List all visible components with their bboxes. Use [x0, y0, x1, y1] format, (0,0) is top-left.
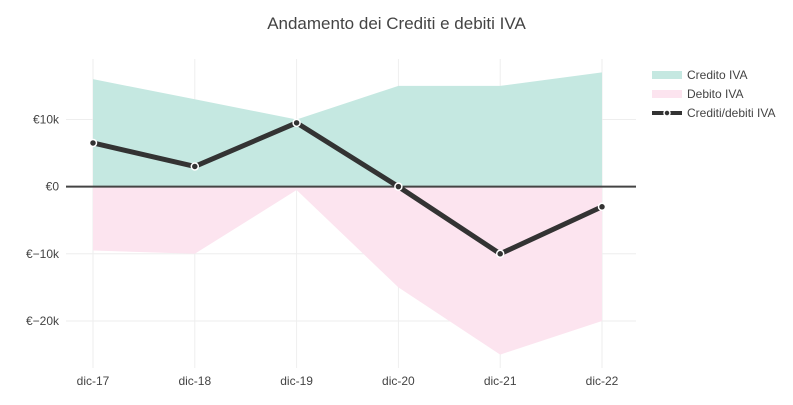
- series-line: [90, 120, 605, 257]
- legend-marker: [663, 109, 671, 117]
- chart-title: Andamento dei Crediti e debiti IVA: [267, 14, 526, 33]
- area-credito-iva: [93, 72, 602, 187]
- y-tick-label: €−20k: [26, 314, 60, 328]
- legend-swatch: [652, 90, 682, 98]
- legend-label: Credito IVA: [687, 68, 747, 82]
- legend-item[interactable]: Credito IVA: [652, 68, 747, 82]
- legend-item[interactable]: Debito IVA: [652, 87, 743, 101]
- data-point: [597, 202, 607, 212]
- x-tick-label: dic-22: [586, 374, 619, 388]
- legend[interactable]: Credito IVA Debito IVA Crediti/debiti IVA: [652, 68, 775, 120]
- x-tick-label: dic-21: [484, 374, 517, 388]
- data-point: [394, 182, 403, 191]
- data-point: [190, 162, 200, 171]
- legend-item[interactable]: Crediti/debiti IVA: [652, 106, 775, 120]
- x-tick-label: dic-19: [280, 374, 313, 388]
- data-point: [292, 118, 301, 128]
- y-tick-label: €10k: [33, 112, 60, 126]
- area-debito-iva: [93, 186, 602, 355]
- x-tick-label: dic-18: [178, 374, 211, 388]
- y-tick-label: €0: [46, 180, 60, 194]
- legend-label: Crediti/debiti IVA: [687, 106, 775, 120]
- x-tick-label: dic-20: [382, 374, 415, 388]
- legend-label: Debito IVA: [687, 87, 743, 101]
- legend-swatch: [652, 71, 682, 79]
- data-point: [495, 249, 505, 259]
- line-layer: [88, 118, 607, 259]
- area-layer: [93, 72, 602, 355]
- data-point: [88, 138, 98, 148]
- y-tick-label: €−10k: [26, 247, 60, 261]
- x-tick-label: dic-17: [77, 374, 110, 388]
- axis-layer: dic-17 dic-18 dic-19 dic-20 dic-21 dic-22 €10k…: [26, 112, 619, 388]
